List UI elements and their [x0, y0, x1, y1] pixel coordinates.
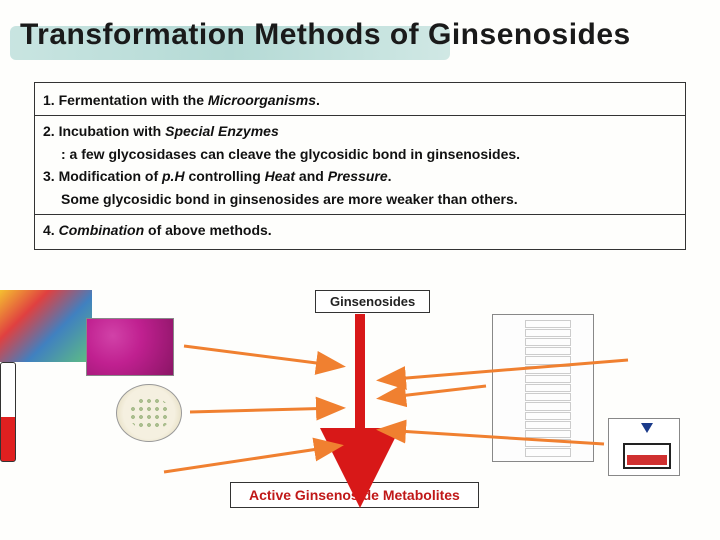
divider-2 — [35, 214, 685, 215]
arrow-left-1 — [184, 346, 340, 366]
image-spore — [116, 384, 182, 442]
method-1-prefix: 1. Fermentation with the — [43, 92, 208, 108]
method-3-mid2: and — [295, 168, 328, 184]
pressure-inner — [613, 423, 675, 471]
method-1-suffix: . — [316, 92, 320, 108]
title-area: Transformation Methods of Ginsenosides — [20, 18, 700, 52]
method-3-mid: controlling — [185, 168, 265, 184]
image-enzyme-protein — [0, 290, 92, 362]
ph-scale-rows — [497, 319, 589, 457]
label-ginsenosides: Ginsenosides — [315, 290, 430, 313]
pressure-force-arrow — [641, 423, 653, 433]
arrow-left-2 — [190, 408, 340, 412]
arrow-right-1 — [382, 386, 486, 398]
method-2-prefix: 2. Incubation with — [43, 123, 165, 139]
image-microorganisms — [86, 318, 174, 376]
label-active-metabolites: Active Ginsenoside Metabolites — [230, 482, 479, 508]
diagram-area: Ginsenosides Active Ginsenoside Metaboli… — [0, 290, 720, 540]
method-3-detail: Some glycosidic bond in ginsenosides are… — [43, 188, 677, 210]
method-3-em1: p.H — [162, 168, 185, 184]
method-4-suffix: of above methods. — [144, 222, 272, 238]
method-4: 4. Combination of above methods. — [43, 219, 677, 241]
image-ph-scale — [492, 314, 594, 462]
method-1-em: Microorganisms — [208, 92, 316, 108]
method-4-prefix: 4. — [43, 222, 59, 238]
method-3: 3. Modification of p.H controlling Heat … — [43, 165, 677, 187]
slide-title: Transformation Methods of Ginsenosides — [20, 18, 700, 52]
method-3-prefix: 3. Modification of — [43, 168, 162, 184]
image-pressure-gauge — [608, 418, 680, 476]
method-2-em: Special Enzymes — [165, 123, 279, 139]
arrow-left-3 — [164, 446, 338, 472]
methods-box: 1. Fermentation with the Microorganisms.… — [34, 82, 686, 250]
method-2: 2. Incubation with Special Enzymes — [43, 120, 677, 142]
image-thermometer — [0, 362, 16, 462]
method-3-em3: Pressure — [328, 168, 388, 184]
method-4-em: Combination — [59, 222, 145, 238]
method-3-suffix: . — [388, 168, 392, 184]
divider-1 — [35, 115, 685, 116]
pressure-tank — [623, 443, 671, 469]
method-3-em2: Heat — [265, 168, 295, 184]
method-2-detail: : a few glycosidases can cleave the glyc… — [43, 143, 677, 165]
method-1: 1. Fermentation with the Microorganisms. — [43, 89, 677, 111]
